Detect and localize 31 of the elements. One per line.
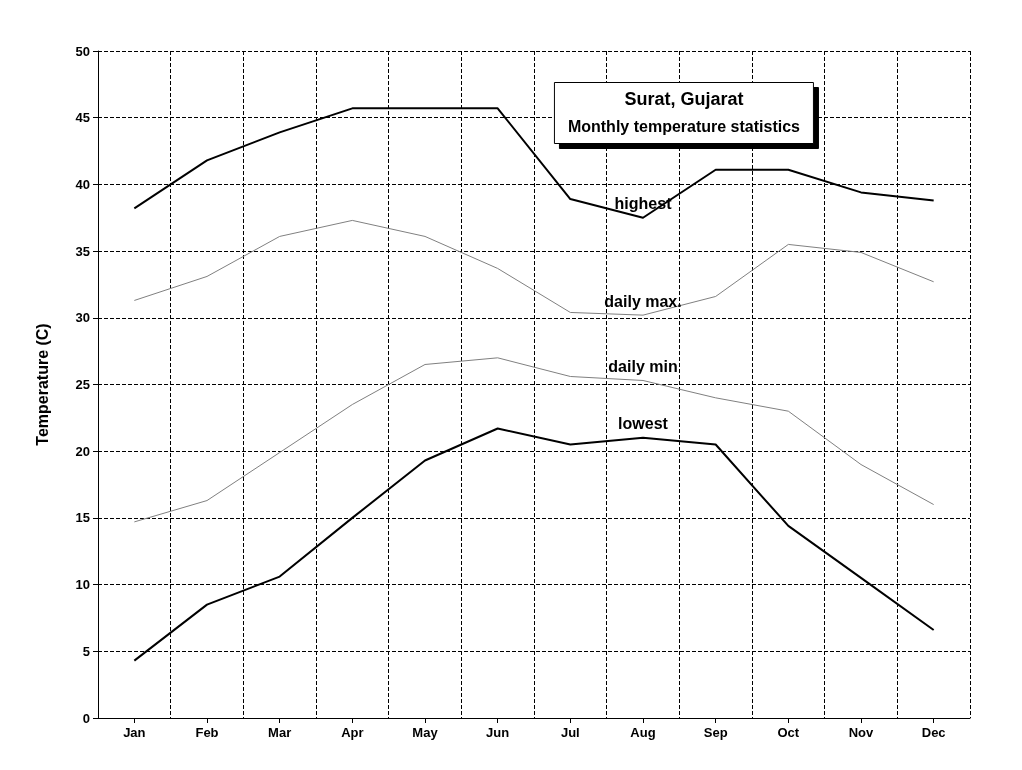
y-tick-label: 25 <box>75 377 90 392</box>
y-tick-label: 0 <box>82 710 90 726</box>
x-tick-label: Aug <box>630 725 656 740</box>
y-axis-title: Temperature (C) <box>33 323 51 446</box>
y-tick-label: 45 <box>75 110 90 126</box>
x-tick-label: Jun <box>486 725 510 740</box>
x-tick-label: Jan <box>123 725 146 740</box>
x-tick-label: Jul <box>560 725 580 740</box>
line-series <box>133 357 935 523</box>
x-tick-label: Oct <box>777 725 800 740</box>
x-tick-label: May <box>412 725 439 740</box>
series-label: daily min <box>608 358 678 375</box>
x-tick-label: Sep <box>703 725 728 740</box>
text: Surat, Gujarat <box>624 89 744 109</box>
y-tick-label: 20 <box>75 443 90 459</box>
x-tick-label: Apr <box>341 725 364 740</box>
y-tick-label: 15 <box>75 510 90 526</box>
x-tick-label: Nov <box>848 725 875 740</box>
x-tick-label: Dec <box>921 725 946 740</box>
x-tick-label: Mar <box>268 725 292 740</box>
text: Monthly temperature statistics <box>567 117 801 135</box>
y-tick-label: 5 <box>82 643 90 659</box>
y-tick-label: 10 <box>75 577 90 593</box>
x-tick-label: Feb <box>195 725 219 740</box>
y-tick-label: 35 <box>75 243 90 259</box>
line-series <box>133 219 935 316</box>
y-tick-label: 40 <box>75 176 90 192</box>
series-label: daily max. <box>604 292 682 310</box>
y-tick-label: 30 <box>75 310 90 326</box>
series-label: lowest <box>618 415 669 433</box>
y-tick-label: 50 <box>75 43 90 59</box>
